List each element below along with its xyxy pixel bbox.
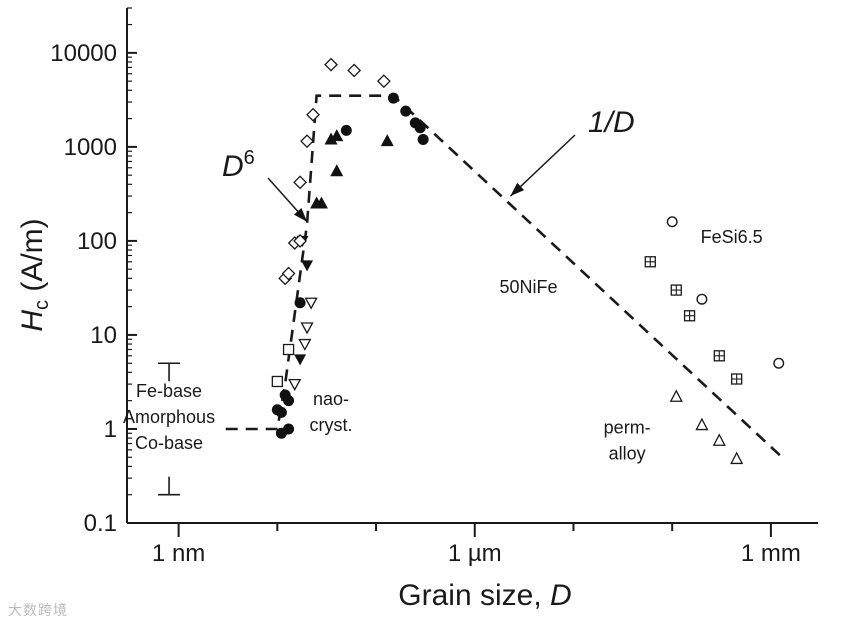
marker-open-diamond	[376, 74, 391, 89]
marker-filled-triangle-up	[324, 132, 338, 145]
y-tick-label: 0.1	[84, 510, 117, 537]
marker-filled-circle	[275, 406, 287, 418]
marker-open-circle	[696, 293, 708, 305]
marker-filled-circle	[340, 124, 352, 136]
marker-open-triangle-down	[300, 322, 314, 335]
marker-filled-circle	[283, 395, 295, 407]
annotation-perm-alloy: perm-alloy	[604, 417, 651, 463]
marker-open-diamond	[324, 57, 338, 72]
annotation-fesi6-5: FeSi6.5	[701, 227, 763, 247]
x-tick-label: 1 mm	[741, 540, 801, 567]
marker-open-diamond	[306, 107, 320, 122]
y-tick-label: 10	[90, 322, 117, 349]
marker-open-triangle-down	[288, 378, 302, 391]
y-tick-label: 10000	[50, 40, 117, 67]
y-tick-label: 1000	[64, 134, 117, 161]
marker-filled-triangle-up	[380, 134, 394, 147]
annotation-fe-base: Fe-base Amorphous Co-base	[123, 381, 215, 453]
marker-open-triangle-up	[695, 417, 709, 431]
d6-label: D6	[222, 147, 255, 183]
inverse-d-label: 1/D	[588, 106, 635, 139]
marker-filled-circle	[414, 122, 426, 134]
y-axis-title: Hc (A/m)	[16, 218, 53, 331]
marker-filled-triangle-up	[330, 164, 344, 177]
marker-open-square	[282, 343, 295, 356]
y-tick-label: 100	[77, 228, 117, 255]
x-axis-title: Grain size, D	[398, 579, 571, 612]
marker-filled-triangle-down	[294, 354, 307, 366]
marker-open-triangle-down	[298, 338, 312, 351]
x-tick-label: 1 µm	[448, 540, 502, 567]
data-markers-layer	[271, 57, 785, 465]
marker-open-triangle-down	[304, 297, 318, 310]
marker-filled-circle	[387, 92, 399, 104]
marker-open-circle	[773, 357, 785, 369]
marker-filled-triangle-up	[314, 196, 328, 209]
inverse-d-arrow-head	[510, 182, 525, 197]
marker-filled-circle	[400, 105, 412, 117]
d6-arrow-head	[293, 207, 308, 222]
marker-open-diamond	[300, 134, 314, 149]
annotation-nao-cryst-: nao-cryst.	[310, 389, 353, 435]
axes-layer: 0.1 1 10 100 1000 10000 1 nm 1 µm 1 mm	[50, 7, 818, 567]
annotations-layer: Fe-base Amorphous Co-base nao-cryst. 50NiFe F…	[123, 134, 763, 496]
marker-open-diamond	[281, 266, 296, 281]
marker-open-diamond	[293, 175, 307, 190]
marker-open-circle	[666, 216, 678, 228]
marker-open-triangle-up	[669, 389, 683, 402]
marker-open-diamond	[347, 63, 362, 78]
marker-open-triangle-up	[712, 433, 726, 446]
marker-filled-circle	[417, 133, 429, 145]
marker-filled-triangle-down	[301, 260, 314, 272]
marker-open-diamond	[293, 233, 307, 248]
marker-open-triangle-up	[730, 451, 744, 465]
marker-filled-circle	[283, 423, 295, 435]
marker-filled-circle	[294, 297, 306, 309]
x-tick-label: 1 nm	[152, 540, 205, 567]
inverse-d-arrow-shaft	[509, 134, 576, 197]
y-tick-label: 1	[104, 416, 117, 443]
annotation-50nife: 50NiFe	[499, 277, 557, 297]
watermark: 大数跨境	[8, 603, 68, 619]
marker-open-square	[271, 375, 283, 388]
marker-filled-triangle-up	[330, 129, 344, 142]
